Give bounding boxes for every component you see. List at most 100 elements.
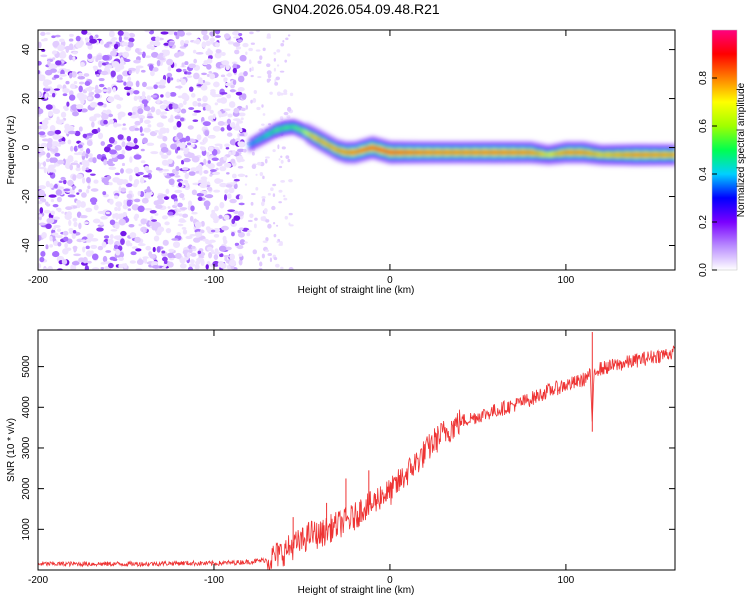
noise-speckle — [240, 107, 246, 112]
noise-speckle — [211, 209, 216, 214]
noise-speckle — [64, 242, 68, 249]
noise-speckle — [152, 246, 156, 253]
noise-speckle — [166, 72, 173, 78]
noise-speckle — [202, 34, 210, 41]
noise-speckle — [91, 121, 95, 128]
noise-speckle — [60, 119, 65, 124]
ridge-slice — [602, 153, 605, 157]
noise-speckle — [180, 108, 187, 114]
ridge-slice — [620, 153, 623, 157]
noise-speckle — [117, 30, 124, 36]
noise-speckle — [274, 81, 279, 86]
noise-speckle — [109, 234, 114, 240]
ridge-slice — [511, 150, 514, 155]
noise-speckle — [206, 73, 210, 77]
noise-speckle — [102, 109, 107, 114]
colorbar-tick-label: 0.2 — [698, 215, 709, 229]
noise-speckle — [191, 211, 198, 215]
noise-speckle — [48, 194, 57, 198]
ridge-slice — [628, 153, 631, 157]
noise-speckle — [164, 221, 170, 226]
noise-speckle — [218, 245, 227, 252]
ridge-slice — [355, 150, 358, 154]
x-tick-label: 0 — [387, 275, 393, 286]
noise-speckle — [267, 253, 273, 257]
noise-speckle — [153, 235, 160, 242]
noise-speckle — [144, 192, 152, 199]
ridge-slice — [579, 150, 581, 155]
noise-speckle — [62, 93, 68, 97]
ridge-slice — [302, 129, 305, 133]
noise-speckle — [228, 259, 237, 267]
colorbar-tick-label: 0.0 — [698, 263, 709, 277]
noise-speckle — [72, 55, 76, 62]
noise-speckle — [213, 189, 221, 193]
ridge-slice — [529, 150, 532, 155]
ridge-slice — [535, 151, 538, 155]
noise-speckle — [133, 178, 140, 185]
noise-speckle — [93, 179, 99, 184]
noise-speckle — [188, 263, 196, 267]
noise-speckle — [167, 211, 174, 216]
ridge-slice — [555, 152, 558, 156]
ridge-slice — [441, 150, 444, 155]
ridge-slice — [252, 141, 255, 145]
noise-speckle — [99, 40, 104, 45]
noise-speckle — [163, 172, 168, 176]
noise-speckle — [181, 197, 186, 201]
ridge-slice — [260, 137, 263, 141]
noise-speckle — [133, 166, 140, 174]
ridge-slice — [508, 150, 511, 155]
noise-speckle — [117, 206, 121, 212]
ridge-slice — [523, 150, 525, 155]
noise-speckle — [210, 169, 217, 173]
noise-speckle — [201, 72, 208, 76]
noise-speckle — [219, 92, 228, 95]
noise-speckle — [276, 224, 279, 227]
noise-speckle — [156, 98, 161, 105]
noise-speckle — [251, 66, 254, 72]
ridge-slice — [490, 150, 493, 155]
noise-speckle — [265, 156, 270, 159]
ridge-slice — [359, 149, 362, 153]
noise-speckle — [101, 89, 109, 92]
ridge-slice — [623, 153, 626, 157]
noise-speckle — [129, 232, 137, 239]
noise-speckle — [137, 243, 146, 247]
noise-speckle — [253, 90, 258, 95]
noise-speckle — [249, 213, 254, 219]
ridge-slice — [424, 150, 427, 155]
ridge-slice — [324, 141, 327, 145]
noise-speckle — [38, 161, 42, 168]
noise-speckle — [53, 143, 60, 147]
noise-speckle — [197, 102, 202, 107]
noise-speckle — [189, 259, 195, 264]
ridge-slice — [428, 150, 430, 155]
noise-speckle — [177, 202, 183, 208]
ridge-slice — [262, 136, 265, 139]
noise-speckle — [44, 86, 52, 89]
ridge-slice — [335, 147, 338, 151]
ridge-slice — [498, 150, 501, 155]
noise-speckle — [122, 179, 129, 185]
ridge-slice — [350, 150, 353, 155]
noise-speckle — [203, 200, 211, 208]
ridge-blur-group — [248, 119, 675, 167]
ridge-slice — [437, 150, 440, 155]
noise-speckle — [122, 51, 130, 58]
noise-speckle — [73, 253, 81, 257]
noise-speckle — [188, 248, 193, 254]
noise-speckle — [115, 248, 121, 256]
noise-speckle — [174, 189, 183, 194]
ridge-slice — [376, 147, 379, 151]
ridge-slice — [607, 153, 610, 157]
noise-speckle — [276, 91, 281, 97]
noise-speckle — [232, 160, 236, 164]
ridge-slice — [528, 150, 531, 155]
noise-speckle — [38, 131, 46, 136]
noise-speckle — [206, 58, 213, 64]
noise-speckle — [81, 177, 86, 184]
noise-speckle — [239, 128, 243, 133]
noise-speckle — [215, 35, 221, 38]
noise-speckle — [87, 53, 93, 60]
